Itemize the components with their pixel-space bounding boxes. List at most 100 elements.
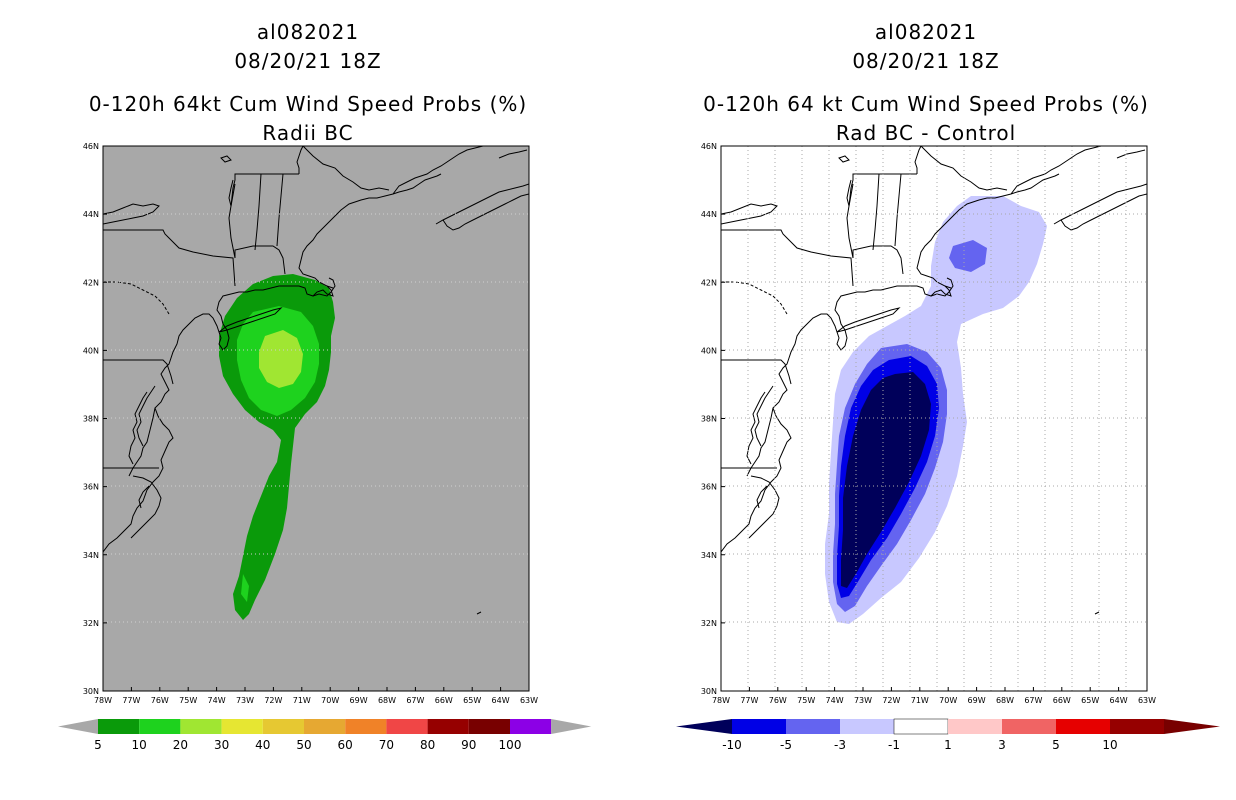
lat-label: 34N — [701, 551, 717, 560]
contour-neg3-neg5-north — [949, 240, 987, 272]
lat-label: 44N — [701, 210, 717, 219]
legend-label: 3 — [998, 738, 1006, 752]
legend-swatch — [948, 719, 1002, 734]
lat-label: 36N — [83, 483, 99, 492]
legend-label: 90 — [461, 738, 476, 752]
legend-label: -10 — [722, 738, 742, 752]
lon-label: 65W — [1081, 696, 1099, 705]
lon-label: 78W — [712, 696, 730, 705]
legend-label: 20 — [173, 738, 188, 752]
lat-label: 36N — [701, 483, 717, 492]
lat-label: 42N — [701, 278, 717, 287]
lon-label: 69W — [968, 696, 986, 705]
legend-swatch — [893, 718, 949, 735]
legend-left-arrow — [676, 719, 732, 734]
lat-label: 40N — [701, 346, 717, 355]
lat-label: 42N — [83, 278, 99, 287]
legend-label: 5 — [94, 738, 102, 752]
left-subtitle: Radii BC — [262, 121, 354, 145]
legend-label: -1 — [888, 738, 900, 752]
legend-swatch — [386, 719, 428, 734]
legend-label: 10 — [1102, 738, 1117, 752]
lon-label: 75W — [179, 696, 197, 705]
legend-label: 40 — [255, 738, 270, 752]
legend-swatch — [180, 719, 222, 734]
lat-label: 38N — [701, 415, 717, 424]
legend-right-arrow — [1164, 719, 1220, 734]
lat-label: 40N — [83, 346, 99, 355]
legend-swatch — [221, 719, 263, 734]
lon-label: 67W — [406, 696, 424, 705]
lon-label: 63W — [1138, 696, 1156, 705]
lon-label: 69W — [350, 696, 368, 705]
legend-label: 100 — [499, 738, 522, 752]
lat-label: 32N — [83, 619, 99, 628]
lat-label: 38N — [83, 415, 99, 424]
legend-label: 70 — [379, 738, 394, 752]
legend-swatch — [139, 719, 181, 734]
legend-swatch — [262, 719, 304, 734]
left-probability-contours — [219, 274, 335, 620]
lon-label: 78W — [94, 696, 112, 705]
lon-label: 75W — [797, 696, 815, 705]
legend-swatch — [732, 719, 786, 734]
lat-label: 30N — [701, 687, 717, 696]
right-storm-id: al082021 — [874, 20, 978, 44]
lon-label: 71W — [911, 696, 929, 705]
lon-label: 77W — [740, 696, 758, 705]
legend-swatch — [304, 719, 346, 734]
left-title: 0-120h 64kt Cum Wind Speed Probs (%) — [88, 92, 528, 116]
lon-label: 76W — [769, 696, 787, 705]
lon-label: 68W — [378, 696, 396, 705]
legend-right-arrow — [551, 719, 592, 734]
legend-label: -3 — [834, 738, 846, 752]
lat-label: 46N — [83, 142, 99, 151]
legend-swatch — [840, 719, 894, 734]
right-datetime: 08/20/21 18Z — [852, 49, 1000, 73]
legend-label: 1 — [944, 738, 952, 752]
lon-label: 68W — [996, 696, 1014, 705]
lon-label: 76W — [151, 696, 169, 705]
legend-label: -5 — [780, 738, 792, 752]
right-legend: -10 -5 -3 -1 1 3 5 10 — [676, 718, 1220, 752]
legend-swatch — [510, 719, 552, 734]
lat-label: 34N — [83, 551, 99, 560]
lon-label: 74W — [208, 696, 226, 705]
lat-label: 30N — [83, 687, 99, 696]
legend-swatch — [427, 719, 469, 734]
lon-label: 64W — [1110, 696, 1128, 705]
lon-label: 66W — [435, 696, 453, 705]
legend-label: 80 — [420, 738, 435, 752]
contour-south-core — [241, 574, 249, 602]
lon-label: 67W — [1024, 696, 1042, 705]
lon-label: 72W — [264, 696, 282, 705]
legend-left-arrow — [58, 719, 98, 734]
lon-label: 70W — [321, 696, 339, 705]
legend-swatch — [1110, 719, 1164, 734]
lon-label: 74W — [826, 696, 844, 705]
lon-label: 77W — [122, 696, 140, 705]
lat-label: 32N — [701, 619, 717, 628]
right-subtitle: Rad BC - Control — [835, 121, 1017, 145]
left-legend: 5 10 20 30 40 50 60 70 80 90 100 — [58, 719, 592, 752]
lon-label: 73W — [854, 696, 872, 705]
lon-label: 73W — [236, 696, 254, 705]
lon-label: 66W — [1053, 696, 1071, 705]
left-datetime: 08/20/21 18Z — [234, 49, 382, 73]
legend-label: 50 — [296, 738, 311, 752]
lat-label: 46N — [701, 142, 717, 151]
legend-swatch — [98, 719, 140, 734]
right-title: 0-120h 64 kt Cum Wind Speed Probs (%) — [703, 92, 1149, 116]
legend-swatch — [1056, 719, 1110, 734]
lon-label: 72W — [882, 696, 900, 705]
legend-swatch — [786, 719, 840, 734]
contour-lt-neg10 — [841, 372, 931, 588]
legend-swatch — [345, 719, 387, 734]
legend-label: 5 — [1052, 738, 1060, 752]
lon-label: 70W — [939, 696, 957, 705]
